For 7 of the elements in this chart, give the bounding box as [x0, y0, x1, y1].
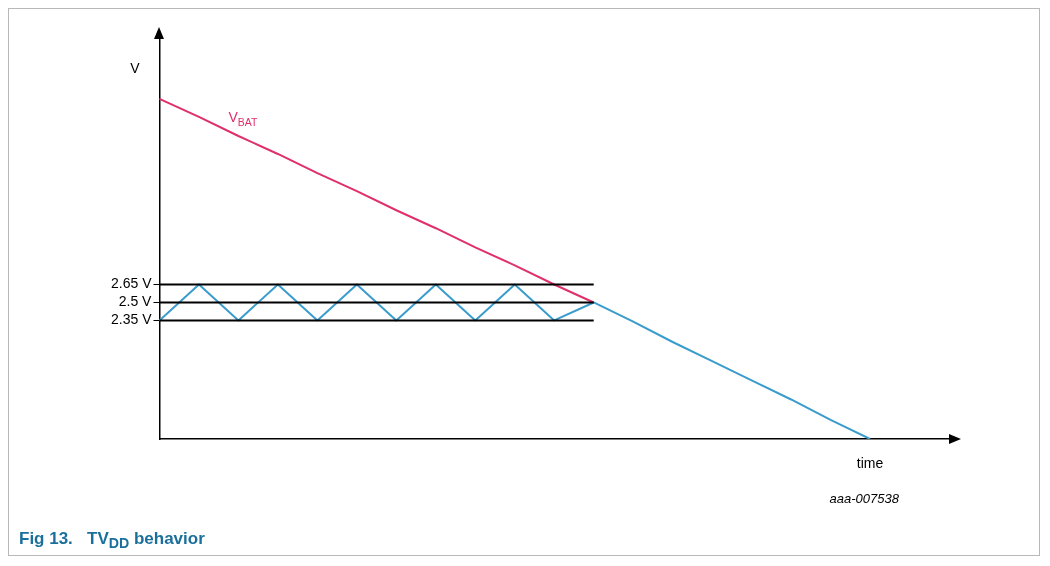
y-tick-label: 2.5 V [118, 293, 153, 310]
y-tick-label: 2.65 V [110, 275, 153, 292]
text: Fig 13. TV$_{DD}$ behavior [19, 529, 205, 552]
x-axis-title: time [856, 454, 884, 471]
text: aaa-007538 [829, 491, 899, 506]
y-axis-title: V [130, 59, 141, 76]
y-tick-label: 2.35 V [110, 311, 153, 328]
